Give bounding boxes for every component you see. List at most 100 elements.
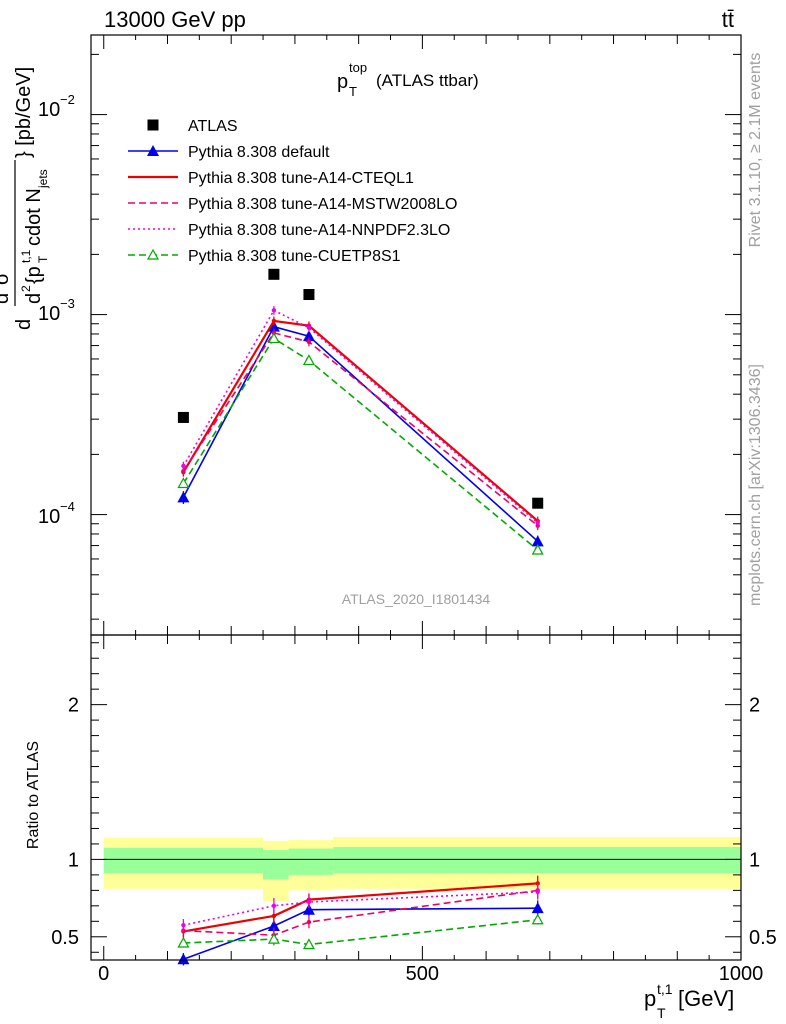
- main-axis-ticks: [91, 35, 742, 635]
- svg-text:2: 2: [19, 285, 33, 292]
- header-left: 13000 GeV pp: [104, 7, 246, 32]
- svg-text:−2: −2: [60, 92, 75, 107]
- series-line: [182, 319, 539, 522]
- legend-entry: ATLAS: [147, 118, 238, 135]
- series-line: [182, 331, 539, 527]
- data-point: [271, 308, 277, 313]
- series-5: [177, 332, 544, 555]
- ratio-line: [183, 891, 538, 926]
- legend-entry: Pythia 8.308 default: [128, 144, 330, 161]
- ratio-point: [181, 922, 186, 928]
- data-point: [181, 468, 186, 474]
- y-tick-label-1e-2: 10 −2: [38, 92, 75, 121]
- ratio-point: [177, 953, 190, 965]
- ratio-frame: [90, 634, 742, 961]
- legend-marker: [147, 145, 159, 156]
- svg-text:−4: −4: [60, 499, 75, 514]
- series-4: [181, 306, 540, 528]
- uncertainty-band-inner: [103, 847, 264, 874]
- data-point: [177, 477, 190, 489]
- ratio-point: [302, 903, 315, 915]
- legend-entry: Pythia 8.308 tune-A14-MSTW2008LO: [128, 196, 457, 213]
- ratio-series-3: [181, 884, 540, 932]
- series-line: [182, 337, 539, 551]
- ratio-line: [183, 889, 538, 937]
- ratio-point: [267, 932, 280, 944]
- ratio-panel: 0.5 0.5 1 1 2 2 0 500 1000 Ratio to ATLAS p T t,…: [25, 634, 777, 1021]
- svg-text:d: d: [13, 319, 35, 330]
- ratio-y-tick-label: 0.5: [51, 927, 79, 949]
- svg-text:10: 10: [38, 303, 60, 325]
- data-point: [268, 268, 280, 280]
- legend-entry: Pythia 8.308 tune-A14-CTEQL1: [128, 170, 414, 187]
- ratio-line: [183, 919, 538, 946]
- svg-text:d: d: [23, 293, 45, 304]
- legend-marker: [146, 248, 160, 260]
- data-point: [531, 543, 544, 555]
- svg-text:10: 10: [38, 99, 60, 121]
- ratio-y-tick-label: 2: [68, 695, 79, 717]
- ratio-tick-labels: 0.5 0.5 1 1 2 2 0 500 1000: [51, 695, 777, 985]
- ratio-point: [271, 903, 277, 909]
- ratio-series-2: [181, 882, 540, 943]
- svg-text:σ: σ: [0, 272, 13, 285]
- legend: ATLAS Pythia 8.308 default Pythia 8.308 tu…: [128, 118, 457, 265]
- svg-text:p: p: [644, 986, 656, 1011]
- svg-text:T: T: [36, 255, 50, 263]
- analysis-watermark: ATLAS_2020_I1801434: [342, 591, 491, 607]
- legend-label: Pythia 8.308 tune-A14-MSTW2008LO: [188, 196, 457, 213]
- ratio-y-tick-label-right: 0.5: [749, 927, 777, 949]
- svg-text:fid: fid: [0, 260, 2, 273]
- legend-label: Pythia 8.308 tune-A14-NNPDF2.3LO: [188, 222, 450, 239]
- svg-text:p: p: [337, 71, 348, 93]
- y-tick-label-1e-3: 10 −3: [38, 296, 75, 325]
- svg-text:d: d: [0, 293, 13, 304]
- svg-text:{p: {p: [23, 266, 45, 284]
- svg-text:t,1: t,1: [657, 981, 673, 997]
- uncertainty-band-inner: [288, 848, 334, 875]
- data-point: [303, 289, 315, 301]
- ratio-axis-ticks: [91, 635, 742, 960]
- main-panel: 10 −2 10 −3 10 −4 d d2σfid d2{pTt,1cdot …: [0, 34, 742, 636]
- series-3: [181, 328, 540, 531]
- data-point: [181, 463, 186, 469]
- ratio-y-tick-label-right: 1: [749, 849, 760, 871]
- data-point: [302, 354, 315, 366]
- data-point: [532, 497, 544, 509]
- x-tick-label: 500: [406, 963, 439, 985]
- data-point: [271, 318, 277, 324]
- data-point: [177, 411, 189, 423]
- data-point: [306, 325, 312, 330]
- rivet-label: Rivet 3.1.10, ≥ 2.1M events: [747, 53, 764, 248]
- data-point: [267, 320, 280, 332]
- legend-entry: Pythia 8.308 tune-CUETP8S1: [128, 248, 401, 265]
- ratio-point: [302, 938, 315, 950]
- svg-text:[GeV]: [GeV]: [678, 986, 734, 1011]
- ratio-point: [271, 913, 277, 919]
- main-plot-area: [177, 268, 544, 555]
- svg-text:t,1: t,1: [19, 249, 33, 263]
- data-point: [535, 520, 540, 525]
- y-tick-label-1e-4: 10 −4: [38, 499, 75, 528]
- series-line: [182, 309, 539, 524]
- svg-text:10: 10: [38, 506, 60, 528]
- legend-label: Pythia 8.308 tune-CUETP8S1: [188, 248, 401, 265]
- main-title: p T top (ATLAS ttbar): [337, 60, 479, 99]
- data-point: [177, 491, 190, 503]
- legend-label: ATLAS: [188, 118, 238, 135]
- svg-text:top: top: [349, 60, 367, 75]
- svg-text:2: 2: [0, 285, 1, 292]
- data-point: [531, 535, 544, 547]
- legend-entry: Pythia 8.308 tune-A14-NNPDF2.3LO: [128, 222, 450, 239]
- svg-text:cdot N: cdot N: [23, 188, 45, 246]
- ratio-ylabel: Ratio to ATLAS: [25, 741, 42, 849]
- svg-text:jets: jets: [36, 169, 50, 189]
- series-0: [177, 268, 544, 509]
- mcplots-label: mcplots.cern.ch [arXiv:1306.3436]: [747, 364, 764, 606]
- data-point: [306, 339, 312, 345]
- svg-text:} [pb/GeV]: } [pb/GeV]: [13, 67, 35, 158]
- ratio-line: [183, 882, 538, 933]
- svg-text:−3: −3: [60, 296, 75, 311]
